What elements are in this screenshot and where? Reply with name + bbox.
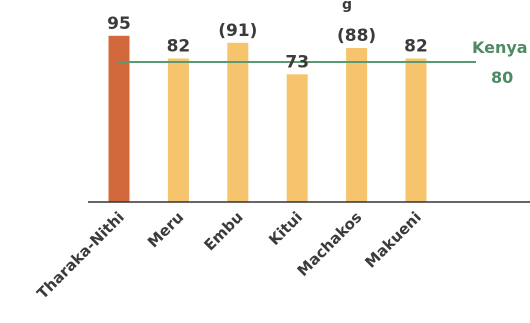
category-label-makueni: Makueni [361, 208, 424, 271]
category-labels-layer: Tharaka-Nithi Meru Embu KituiMachakosMakuen… [33, 208, 424, 302]
category-label-kitui: Kitui [265, 208, 306, 249]
value-labels-layer: 95 82 (91) 73 (88) 82 [107, 14, 428, 73]
value-label-makueni: 82 [404, 37, 428, 57]
value-label-embu: (91) [218, 21, 257, 41]
category-label-meru: Meru [144, 208, 187, 251]
category-label-machakos: Machakos [294, 208, 366, 280]
bar-kitui [286, 74, 308, 203]
bars-layer [108, 35, 427, 203]
reference-line-label: Kenya [472, 38, 528, 57]
bar-tharaka-nithi [108, 35, 130, 203]
bar-makueni [405, 58, 427, 202]
value-label-meru: 82 [167, 37, 191, 57]
value-label-kitui: 73 [285, 52, 309, 72]
bar-embu [227, 42, 249, 203]
chart-title-fragment: g [342, 0, 352, 13]
bar-machakos [346, 48, 368, 202]
value-label-machakos: (88) [337, 26, 376, 46]
reference-line-value: 80 [491, 68, 513, 87]
category-label-embu: Embu [200, 208, 246, 254]
value-label-tharaka-nithi: 95 [107, 14, 131, 34]
reference-layer: Kenya 80 [117, 38, 528, 87]
bar-meru [167, 58, 189, 202]
category-label-tharaka-nithi: Tharaka-Nithi [33, 208, 127, 302]
